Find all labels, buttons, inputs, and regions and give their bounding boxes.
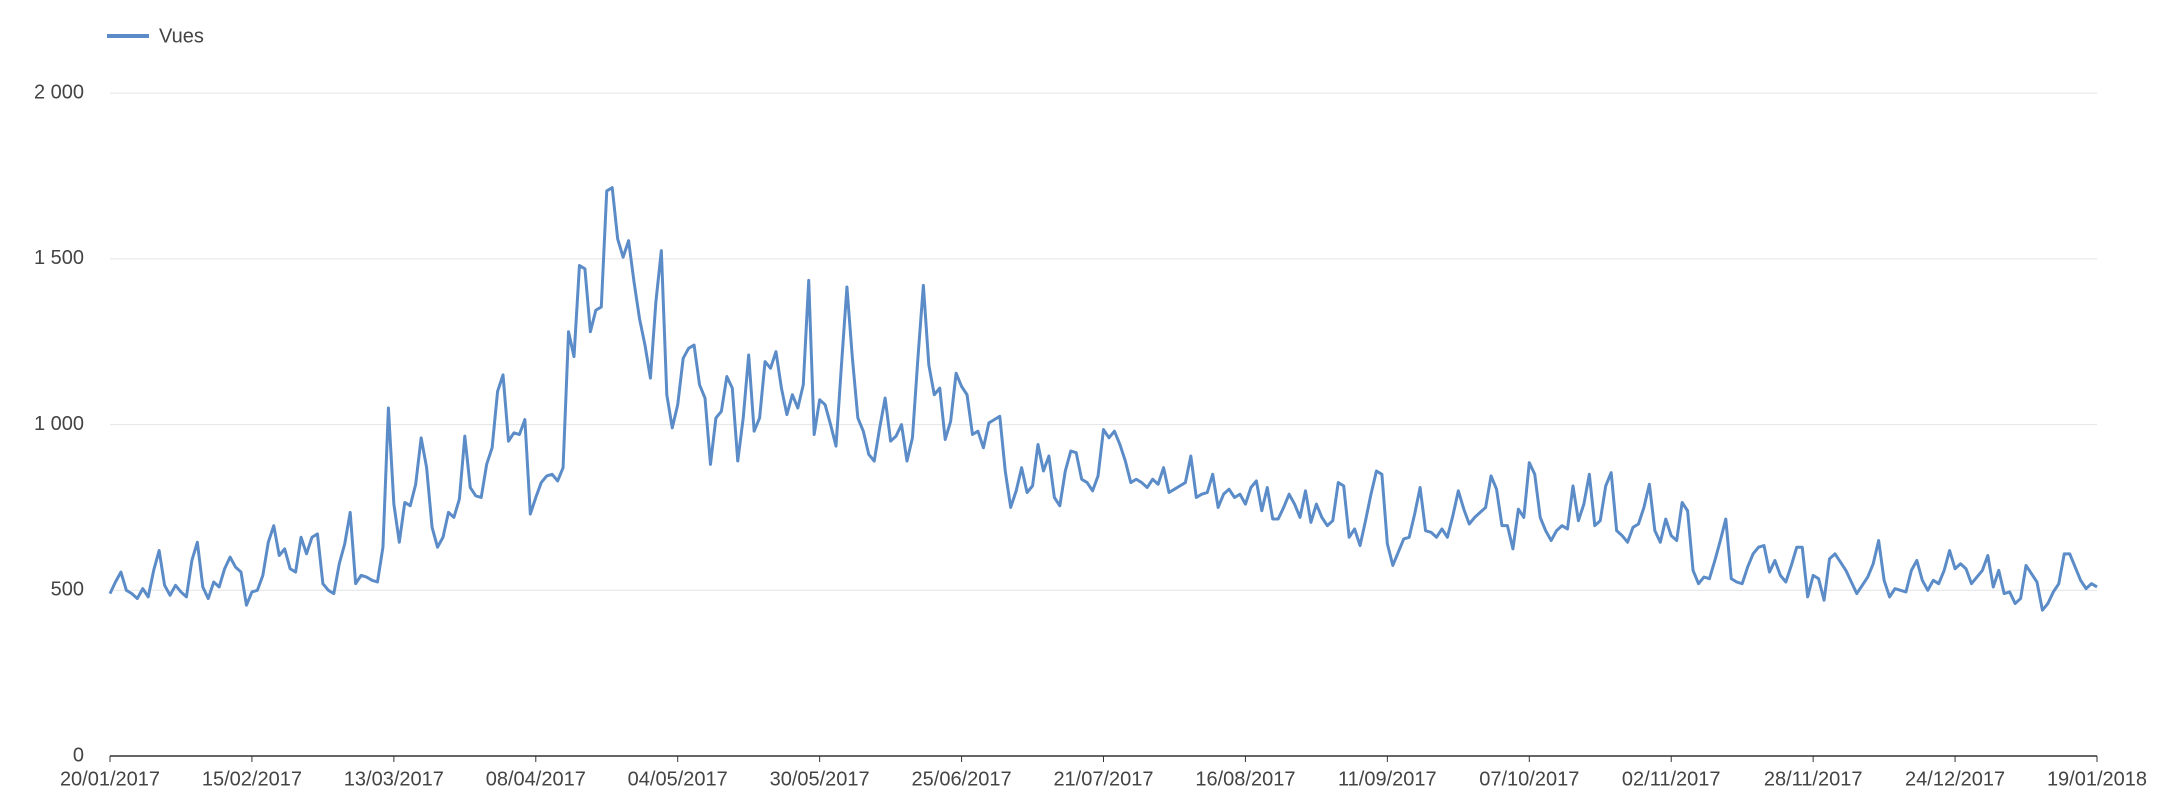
x-tick-label: 08/04/2017 [486,768,586,790]
x-tick-label: 28/11/2017 [1764,768,1863,790]
y-tick-label: 2 000 [34,81,84,103]
line [108,186,2098,612]
x-tick-label: 24/12/2017 [1905,768,2005,790]
x-tick-label: 07/10/2017 [1479,768,1579,790]
legend-label: Vues [159,25,204,47]
y-tick-label: 500 [51,579,84,601]
x-tick-label: 20/01/2017 [60,768,160,790]
x-tick-label: 19/01/2018 [2047,768,2147,790]
x-tick-label: 11/09/2017 [1338,768,1437,790]
x-tick-label: 13/03/2017 [344,768,444,790]
x-tick-label: 30/05/2017 [770,768,870,790]
y-tick-label: 0 [73,744,84,766]
y-tick-label: 1 500 [34,247,84,269]
x-tick-label: 21/07/2017 [1053,768,1153,790]
x-tick-label: 25/06/2017 [912,768,1012,790]
y-tick-label: 1 000 [34,413,84,435]
x-tick-label: 16/08/2017 [1195,768,1295,790]
x-tick-label: 15/02/2017 [202,768,302,790]
x-tick-label: 02/11/2017 [1622,768,1721,790]
x-tick-label: 04/05/2017 [628,768,728,790]
